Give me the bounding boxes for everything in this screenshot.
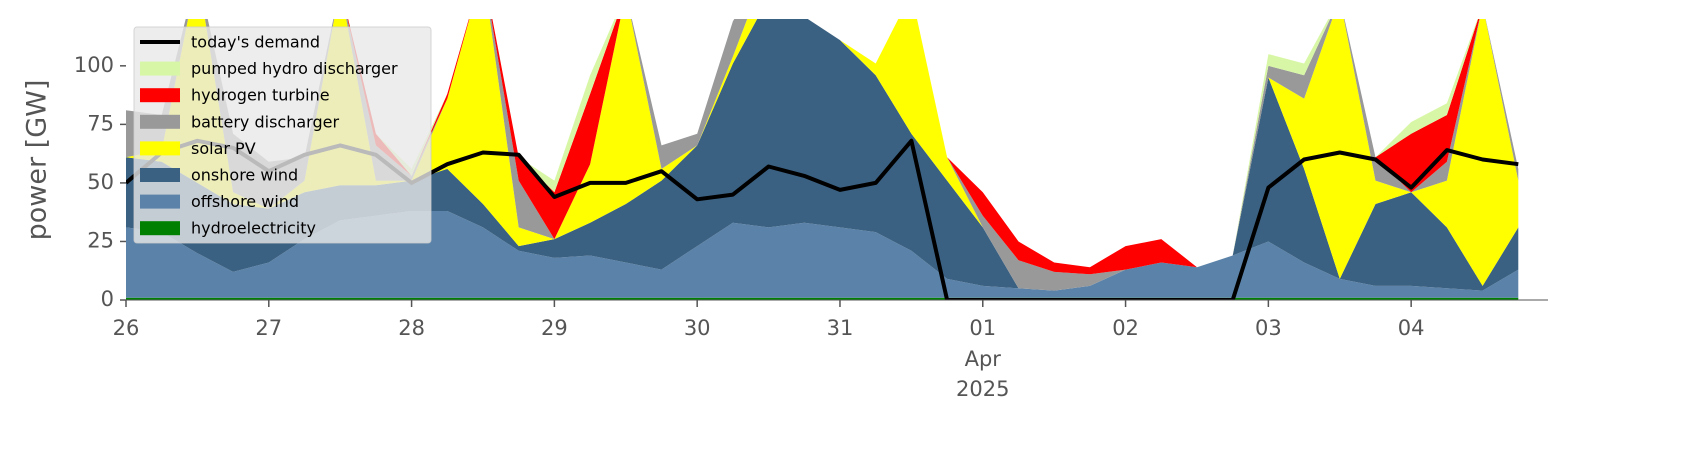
x-tick-label: 26 — [113, 316, 140, 340]
legend-label: hydroelectricity — [191, 219, 316, 238]
area-5 — [126, 19, 1519, 291]
y-tick-label: 0 — [101, 287, 114, 311]
legend: today's demand pumped hydro discharger hyd… — [133, 26, 432, 244]
y-axis-label: power [GW] — [22, 80, 53, 241]
legend-patch — [140, 168, 180, 182]
y-tick-label: 100 — [74, 53, 114, 77]
y-tick-label: 25 — [87, 228, 114, 252]
legend-patch — [140, 88, 180, 103]
x-tick-label: 01 — [969, 316, 996, 340]
legend-patch — [140, 141, 180, 156]
y-tick-label: 75 — [87, 111, 114, 135]
x-tick-label: 03 — [1255, 316, 1282, 340]
legend-box — [133, 26, 432, 244]
legend-patch — [140, 114, 180, 129]
legend-label: pumped hydro discharger — [191, 59, 398, 78]
legend-label: hydrogen turbine — [191, 86, 330, 105]
x-tick-label: 28 — [398, 316, 425, 340]
x-tick-label: 04 — [1398, 316, 1425, 340]
legend-patch — [140, 221, 180, 236]
area-6 — [126, 211, 1519, 298]
x-date-label: Apr — [965, 347, 1002, 371]
legend-label: today's demand — [191, 33, 320, 52]
x-tick-label: 29 — [541, 316, 568, 340]
x-tick-label: 31 — [827, 316, 854, 340]
x-date-label: 2025 — [956, 377, 1009, 401]
legend-patch — [140, 194, 180, 209]
legend-label: offshore wind — [191, 192, 299, 211]
x-tick-label: 27 — [255, 316, 282, 340]
area-4 — [126, 19, 1519, 291]
legend-label: onshore wind — [191, 166, 298, 185]
legend-label: solar PV — [191, 139, 256, 158]
legend-label: battery discharger — [191, 112, 339, 131]
legend-patch — [140, 61, 180, 76]
x-tick-label: 30 — [684, 316, 711, 340]
x-tick-label: 02 — [1112, 316, 1139, 340]
y-tick-label: 50 — [87, 170, 114, 194]
